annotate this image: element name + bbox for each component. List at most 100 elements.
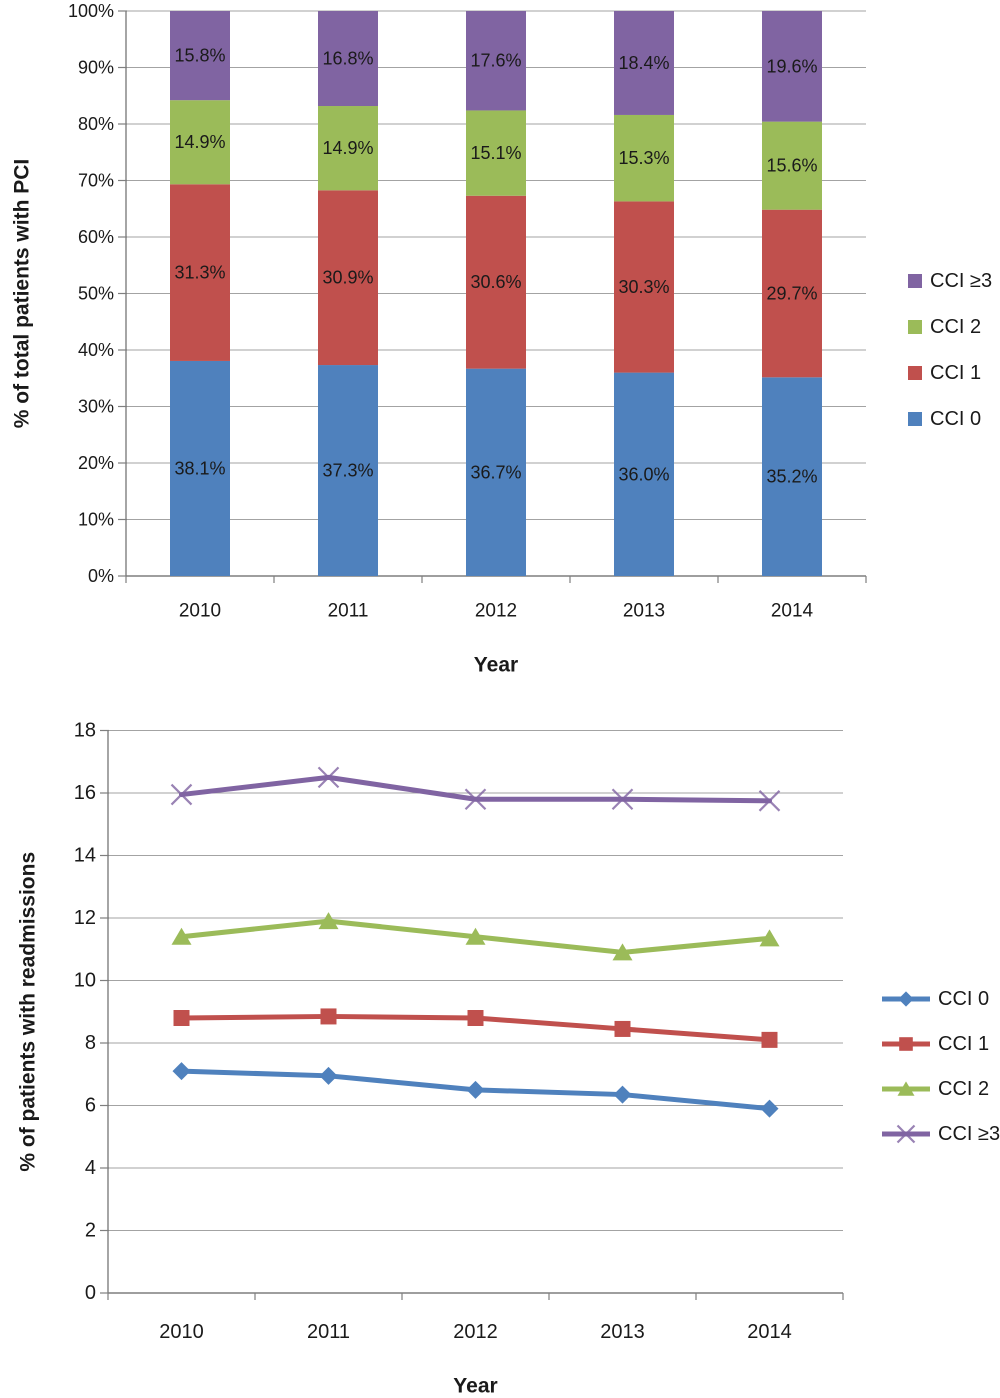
diamond-marker — [319, 1066, 338, 1085]
square-marker — [899, 1037, 913, 1051]
y-tick-label: 20% — [78, 453, 114, 473]
diamond-marker — [760, 1099, 779, 1118]
bar-value-label: 15.6% — [766, 156, 817, 176]
bar-segment — [762, 377, 822, 576]
triangle-marker — [465, 927, 486, 945]
bar-segment — [762, 11, 822, 122]
square-marker — [320, 1008, 337, 1025]
bar-value-label: 30.9% — [322, 268, 373, 288]
bar-segment — [614, 372, 674, 576]
x-tick-label: 2014 — [771, 601, 814, 622]
bar-segment — [466, 195, 526, 369]
bar-value-label: 17.6% — [470, 51, 521, 71]
legend-swatch — [908, 412, 922, 426]
bar-value-label: 15.3% — [618, 148, 669, 168]
y-tick-label: 8 — [85, 1032, 96, 1054]
triangle-marker — [171, 927, 192, 945]
x-tick-label: 2010 — [159, 1321, 204, 1343]
bar-segment — [170, 100, 230, 185]
legend-label: CCI 1 — [930, 362, 981, 384]
x-marker — [170, 783, 193, 806]
diamond-marker — [172, 1062, 191, 1081]
x-tick-label: 2012 — [475, 601, 517, 622]
bar-value-label: 36.0% — [618, 464, 669, 484]
bar-value-label: 35.2% — [766, 467, 817, 487]
line-chart-panel: 0 2 4 6 8 10 12 14 16 18 2010 2011 2012 2013 2014 Year%… — [0, 700, 1000, 1398]
legend-swatch — [908, 320, 922, 334]
bar-segment — [318, 365, 378, 576]
triangle-marker — [612, 943, 633, 961]
bar-value-label: 18.4% — [618, 53, 669, 73]
legend-swatch — [908, 274, 922, 288]
x-tick-label: 2012 — [453, 1321, 498, 1343]
diamond-marker — [613, 1085, 632, 1104]
bar-segment — [614, 114, 674, 202]
legend-swatch — [908, 366, 922, 380]
square-marker — [614, 1020, 631, 1037]
y-tick-label: 0 — [85, 1282, 96, 1304]
y-tick-label: 80% — [78, 114, 114, 134]
stacked-bar-chart: 0% 10% 20% 30% 40% 50% 60% 70% 80% 90% 100% 2010 201… — [11, 1, 993, 677]
x-tick-label: 2014 — [747, 1321, 792, 1343]
x-tick-label: 2011 — [328, 601, 369, 622]
y-tick-label: 100% — [68, 1, 114, 21]
bar-segment — [170, 360, 230, 576]
square-marker — [467, 1010, 484, 1026]
bar-segment — [762, 121, 822, 210]
series-line — [179, 774, 772, 804]
y-tick-label: 6 — [85, 1095, 96, 1117]
x-marker — [317, 766, 340, 789]
legend-label: CCI 0 — [938, 988, 989, 1010]
x-tick-label: 2011 — [307, 1321, 350, 1343]
y-tick-label: 10% — [78, 510, 114, 530]
x-tick-label: 2010 — [179, 601, 221, 622]
bar-value-label: 36.7% — [470, 462, 521, 482]
bar-value-label: 19.6% — [766, 56, 817, 76]
y-tick-label: 60% — [78, 227, 114, 247]
line-chart: 0 2 4 6 8 10 12 14 16 18 2010 2011 2012 2013 2014 Year%… — [17, 720, 1000, 1398]
bar-segment — [466, 11, 526, 111]
x-axis-title: Year — [453, 1375, 497, 1398]
x-tick-label: 2013 — [600, 1321, 645, 1343]
y-tick-label: 50% — [78, 284, 114, 304]
square-marker — [173, 1010, 190, 1026]
legend-label: CCI ≥3 — [930, 270, 992, 292]
stacked-bar-chart-panel: 0% 10% 20% 30% 40% 50% 60% 70% 80% 90% 100% 2010 201… — [11, 1, 993, 677]
legend-label: CCI ≥3 — [938, 1123, 1000, 1145]
square-marker — [761, 1031, 778, 1048]
bar-segment — [170, 184, 230, 361]
bar-value-label: 38.1% — [174, 458, 225, 478]
bar-value-label: 37.3% — [322, 461, 373, 481]
x-tick-label: 2013 — [623, 601, 665, 622]
bar-value-label: 15.8% — [174, 46, 225, 66]
y-tick-label: 90% — [78, 58, 114, 78]
x-marker — [896, 1124, 916, 1144]
y-tick-label: 30% — [78, 397, 114, 417]
legend-label: CCI 0 — [930, 408, 981, 430]
y-axis-title: % of patients with readmissions — [17, 852, 40, 1172]
x-marker — [611, 788, 634, 811]
y-tick-label: 16 — [74, 782, 96, 804]
bar-segment — [318, 106, 378, 191]
bar-value-label: 16.8% — [322, 49, 373, 69]
y-tick-label: 14 — [74, 845, 96, 867]
bar-value-label: 31.3% — [174, 263, 225, 283]
bar-segment — [318, 190, 378, 366]
y-tick-label: 2 — [85, 1220, 96, 1242]
y-axis-title: % of total patients with PCI — [11, 159, 34, 429]
bar-segment — [614, 11, 674, 115]
legend-label: CCI 2 — [938, 1078, 989, 1100]
bar-value-label: 14.9% — [322, 138, 373, 158]
bar-segment — [466, 368, 526, 576]
diamond-marker — [898, 991, 914, 1007]
diamond-marker — [466, 1080, 485, 1099]
x-marker — [758, 790, 781, 812]
y-tick-label: 12 — [74, 907, 96, 929]
legend-label: CCI 2 — [930, 316, 981, 338]
bar-segment — [170, 11, 230, 101]
triangle-marker — [759, 929, 780, 947]
bar-value-label: 15.1% — [470, 143, 521, 163]
x-marker — [464, 788, 487, 811]
bar-segment — [466, 110, 526, 196]
